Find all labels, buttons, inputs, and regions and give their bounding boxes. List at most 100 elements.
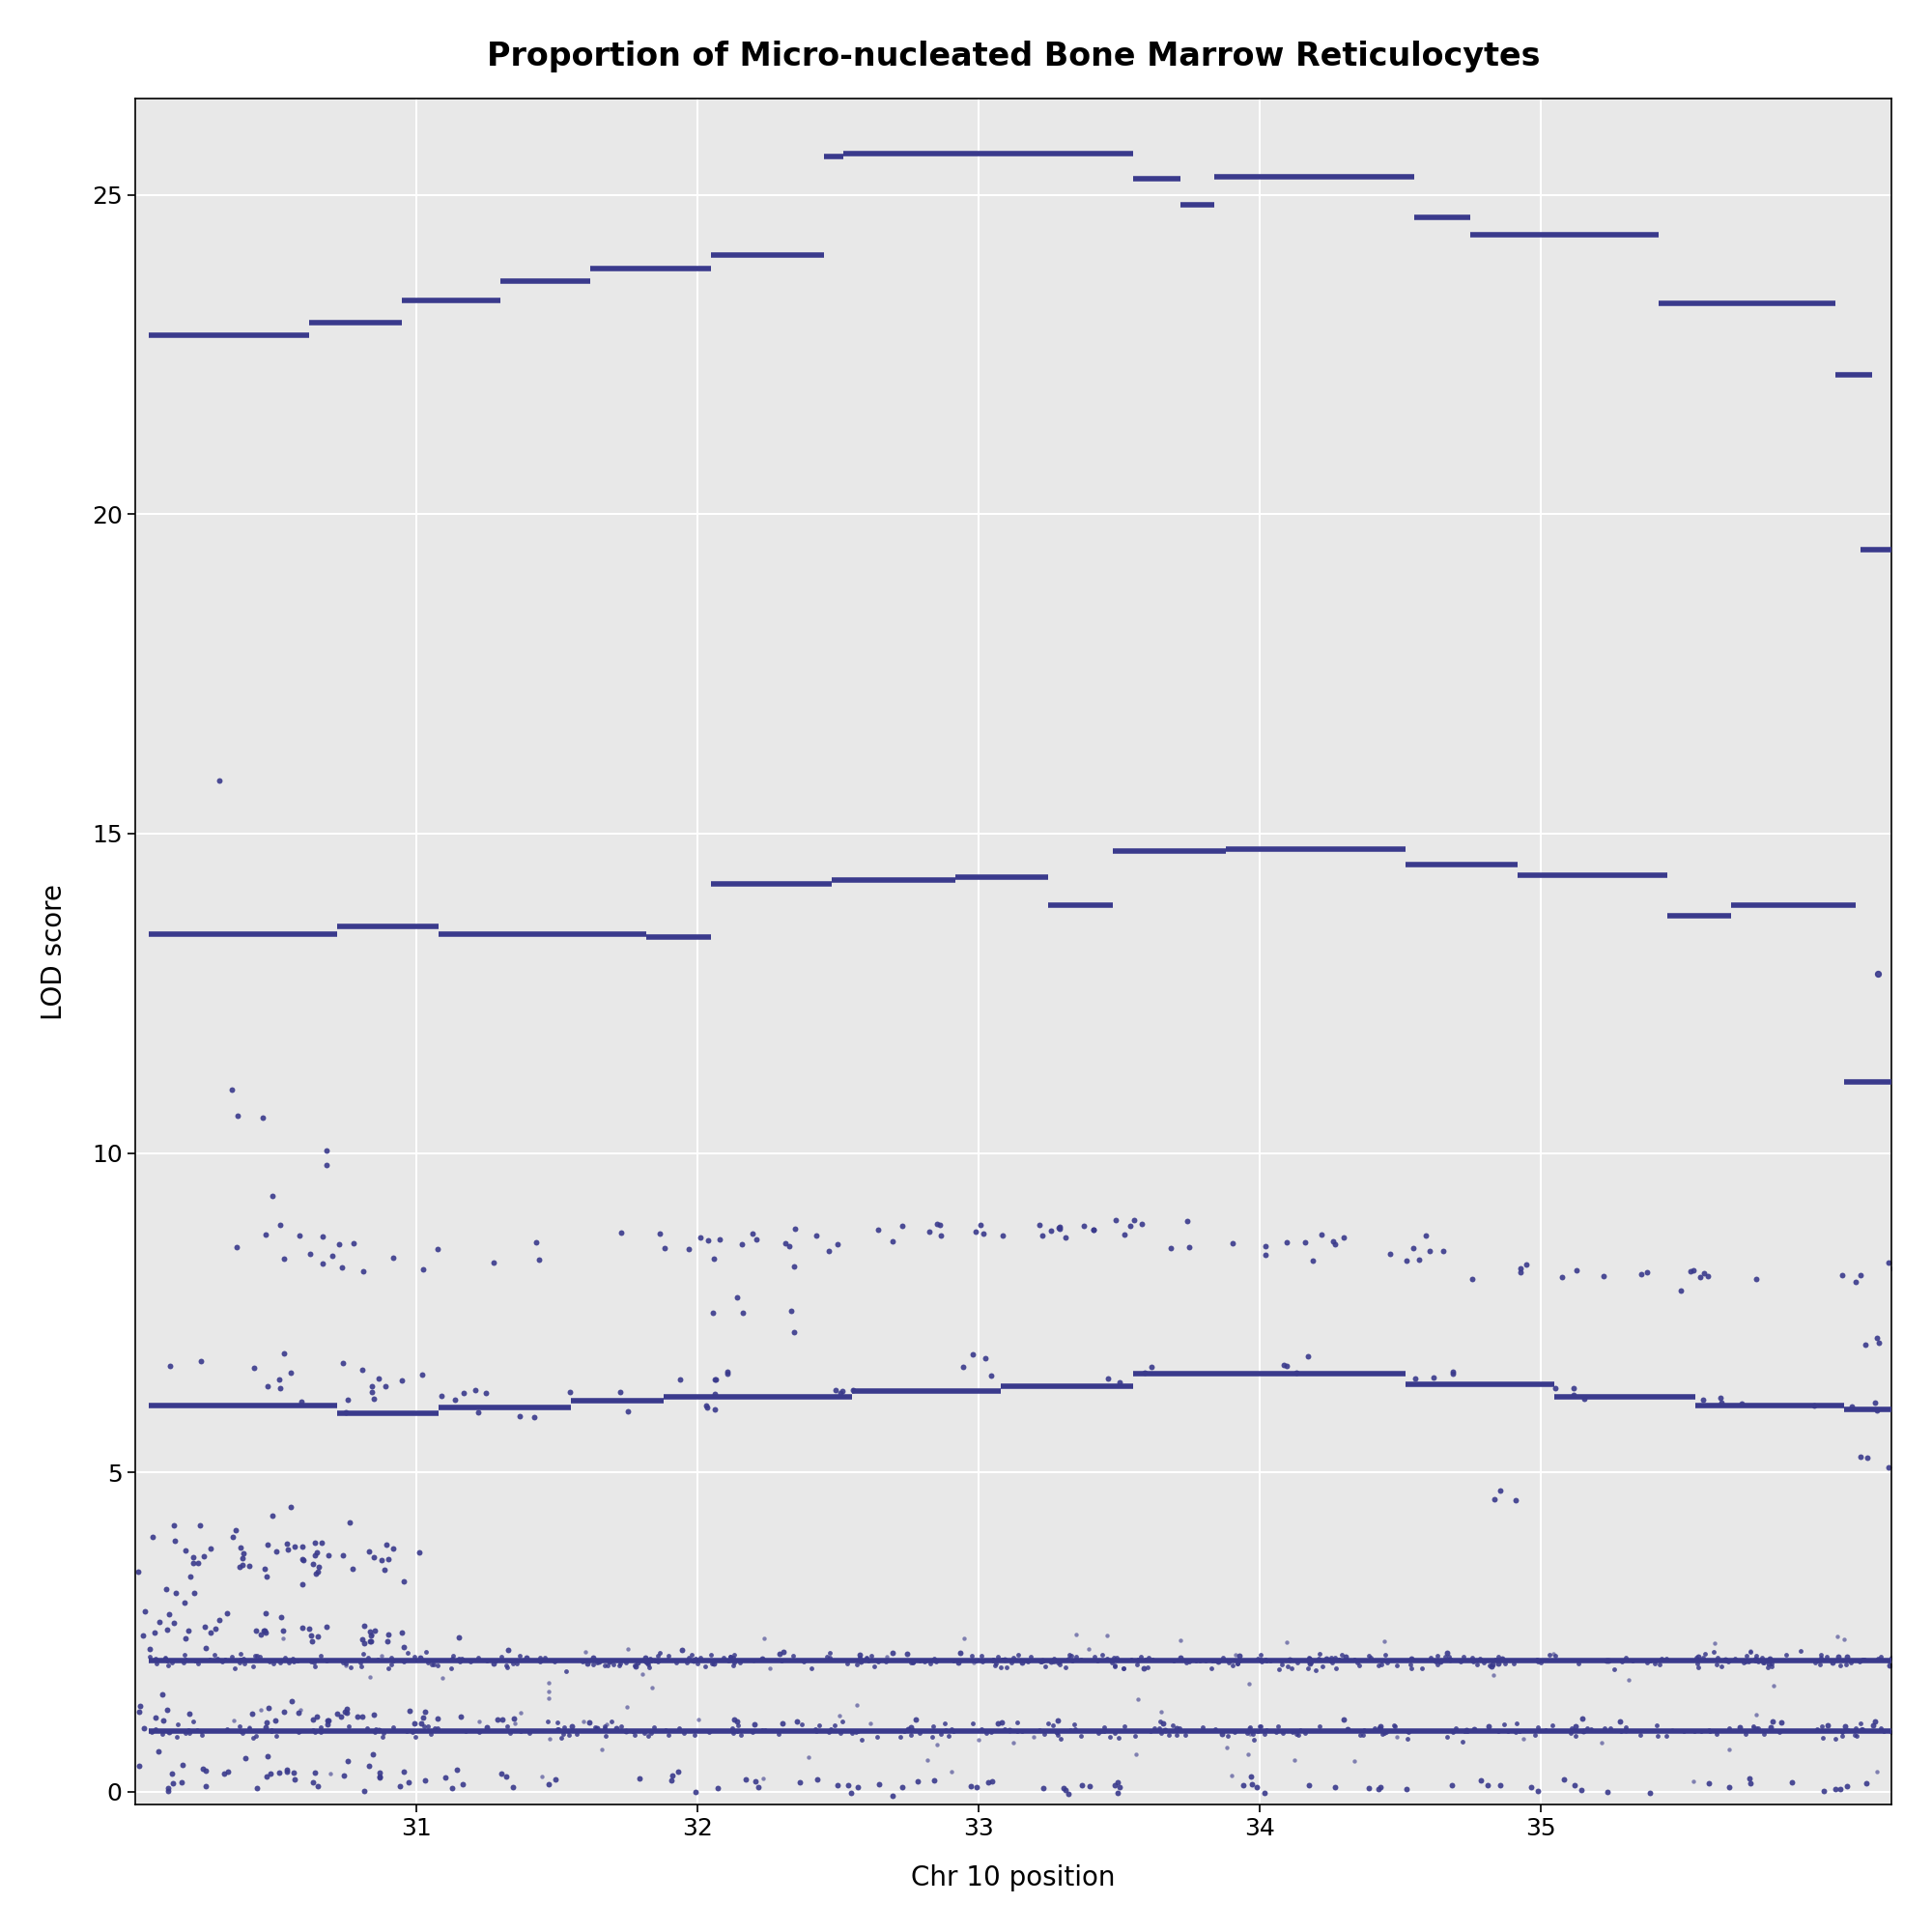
Point [377, 1642, 408, 1673]
Point [301, 1559, 332, 1590]
Point [1099, 1652, 1130, 1683]
Point [257, 1716, 288, 1747]
Point [386, 1364, 417, 1395]
Point [1099, 1204, 1130, 1235]
Point [1391, 1246, 1422, 1277]
Point [551, 1656, 582, 1687]
Point [363, 1714, 394, 1745]
Point [1171, 1648, 1202, 1679]
Point [607, 1217, 638, 1248]
Point [1057, 1644, 1088, 1675]
Point [307, 1221, 338, 1252]
Point [261, 1536, 292, 1567]
Point [811, 1642, 842, 1673]
Point [1435, 1770, 1466, 1801]
Point [696, 1638, 726, 1669]
Point [918, 1644, 949, 1675]
Point [1748, 1718, 1779, 1748]
Point [665, 1364, 696, 1395]
Point [253, 1646, 284, 1677]
Point [410, 1696, 440, 1727]
Point [334, 1507, 365, 1538]
Point [815, 1714, 846, 1745]
Point [1368, 1718, 1399, 1748]
Point [643, 1217, 674, 1248]
Point [191, 1756, 222, 1787]
Point [1362, 1774, 1393, 1804]
Point [1099, 1650, 1130, 1681]
Point [151, 1646, 182, 1677]
Point [182, 1714, 213, 1745]
Point [1364, 1712, 1395, 1743]
Point [1747, 1646, 1777, 1677]
Point [427, 1379, 458, 1410]
Point [989, 1644, 1020, 1675]
Point [945, 1636, 976, 1667]
Point [1354, 1640, 1385, 1671]
Point [170, 1644, 201, 1675]
Point [549, 1712, 580, 1743]
Point [711, 1358, 742, 1389]
Point [203, 765, 234, 796]
Point [1294, 1646, 1325, 1677]
Point [1488, 1642, 1519, 1673]
Point [1078, 1215, 1109, 1246]
Point [265, 1756, 296, 1787]
Point [1265, 1650, 1296, 1681]
Point [301, 1700, 332, 1731]
Point [916, 1648, 947, 1679]
Point [850, 1642, 881, 1673]
Point [605, 1648, 636, 1679]
Point [238, 1652, 269, 1683]
Point [895, 1648, 925, 1679]
Point [282, 1644, 313, 1675]
Point [1828, 1719, 1859, 1750]
Point [1028, 1719, 1059, 1750]
Point [1099, 1642, 1130, 1673]
Point [661, 1648, 692, 1679]
Point [218, 1652, 249, 1683]
Point [630, 1718, 661, 1748]
Point [1294, 1648, 1325, 1679]
Point [327, 1540, 357, 1571]
Point [1406, 1654, 1437, 1685]
Point [620, 1719, 651, 1750]
Point [369, 1555, 400, 1586]
Point [554, 1378, 585, 1408]
Point [296, 1238, 327, 1269]
Point [1735, 1768, 1766, 1799]
Point [543, 1714, 574, 1745]
Point [1144, 1712, 1175, 1743]
Point [1806, 1640, 1837, 1671]
Point [738, 1646, 769, 1677]
Point [1519, 1719, 1549, 1750]
Point [1418, 1362, 1449, 1393]
Point [1847, 1714, 1878, 1745]
Point [821, 1376, 852, 1406]
Point [667, 1634, 697, 1665]
Point [288, 1569, 319, 1600]
Point [1731, 1640, 1762, 1671]
Point [1694, 1716, 1725, 1747]
Point [618, 1716, 649, 1747]
Point [985, 1652, 1016, 1683]
Point [1799, 1646, 1830, 1677]
Point [1318, 1227, 1349, 1258]
Point [1484, 1474, 1515, 1505]
Point [406, 1642, 437, 1673]
Point [1132, 1652, 1163, 1683]
Point [408, 1712, 439, 1743]
Point [1165, 1625, 1196, 1656]
Point [680, 1777, 711, 1808]
Point [1422, 1640, 1453, 1671]
Point [448, 1768, 479, 1799]
Point [1300, 1656, 1331, 1687]
Point [1211, 1733, 1242, 1764]
Point [299, 1716, 330, 1747]
Point [1480, 1644, 1511, 1675]
Point [1327, 1704, 1358, 1735]
Point [365, 1756, 396, 1787]
Point [1845, 1441, 1876, 1472]
Point [408, 1702, 439, 1733]
Point [956, 1708, 987, 1739]
